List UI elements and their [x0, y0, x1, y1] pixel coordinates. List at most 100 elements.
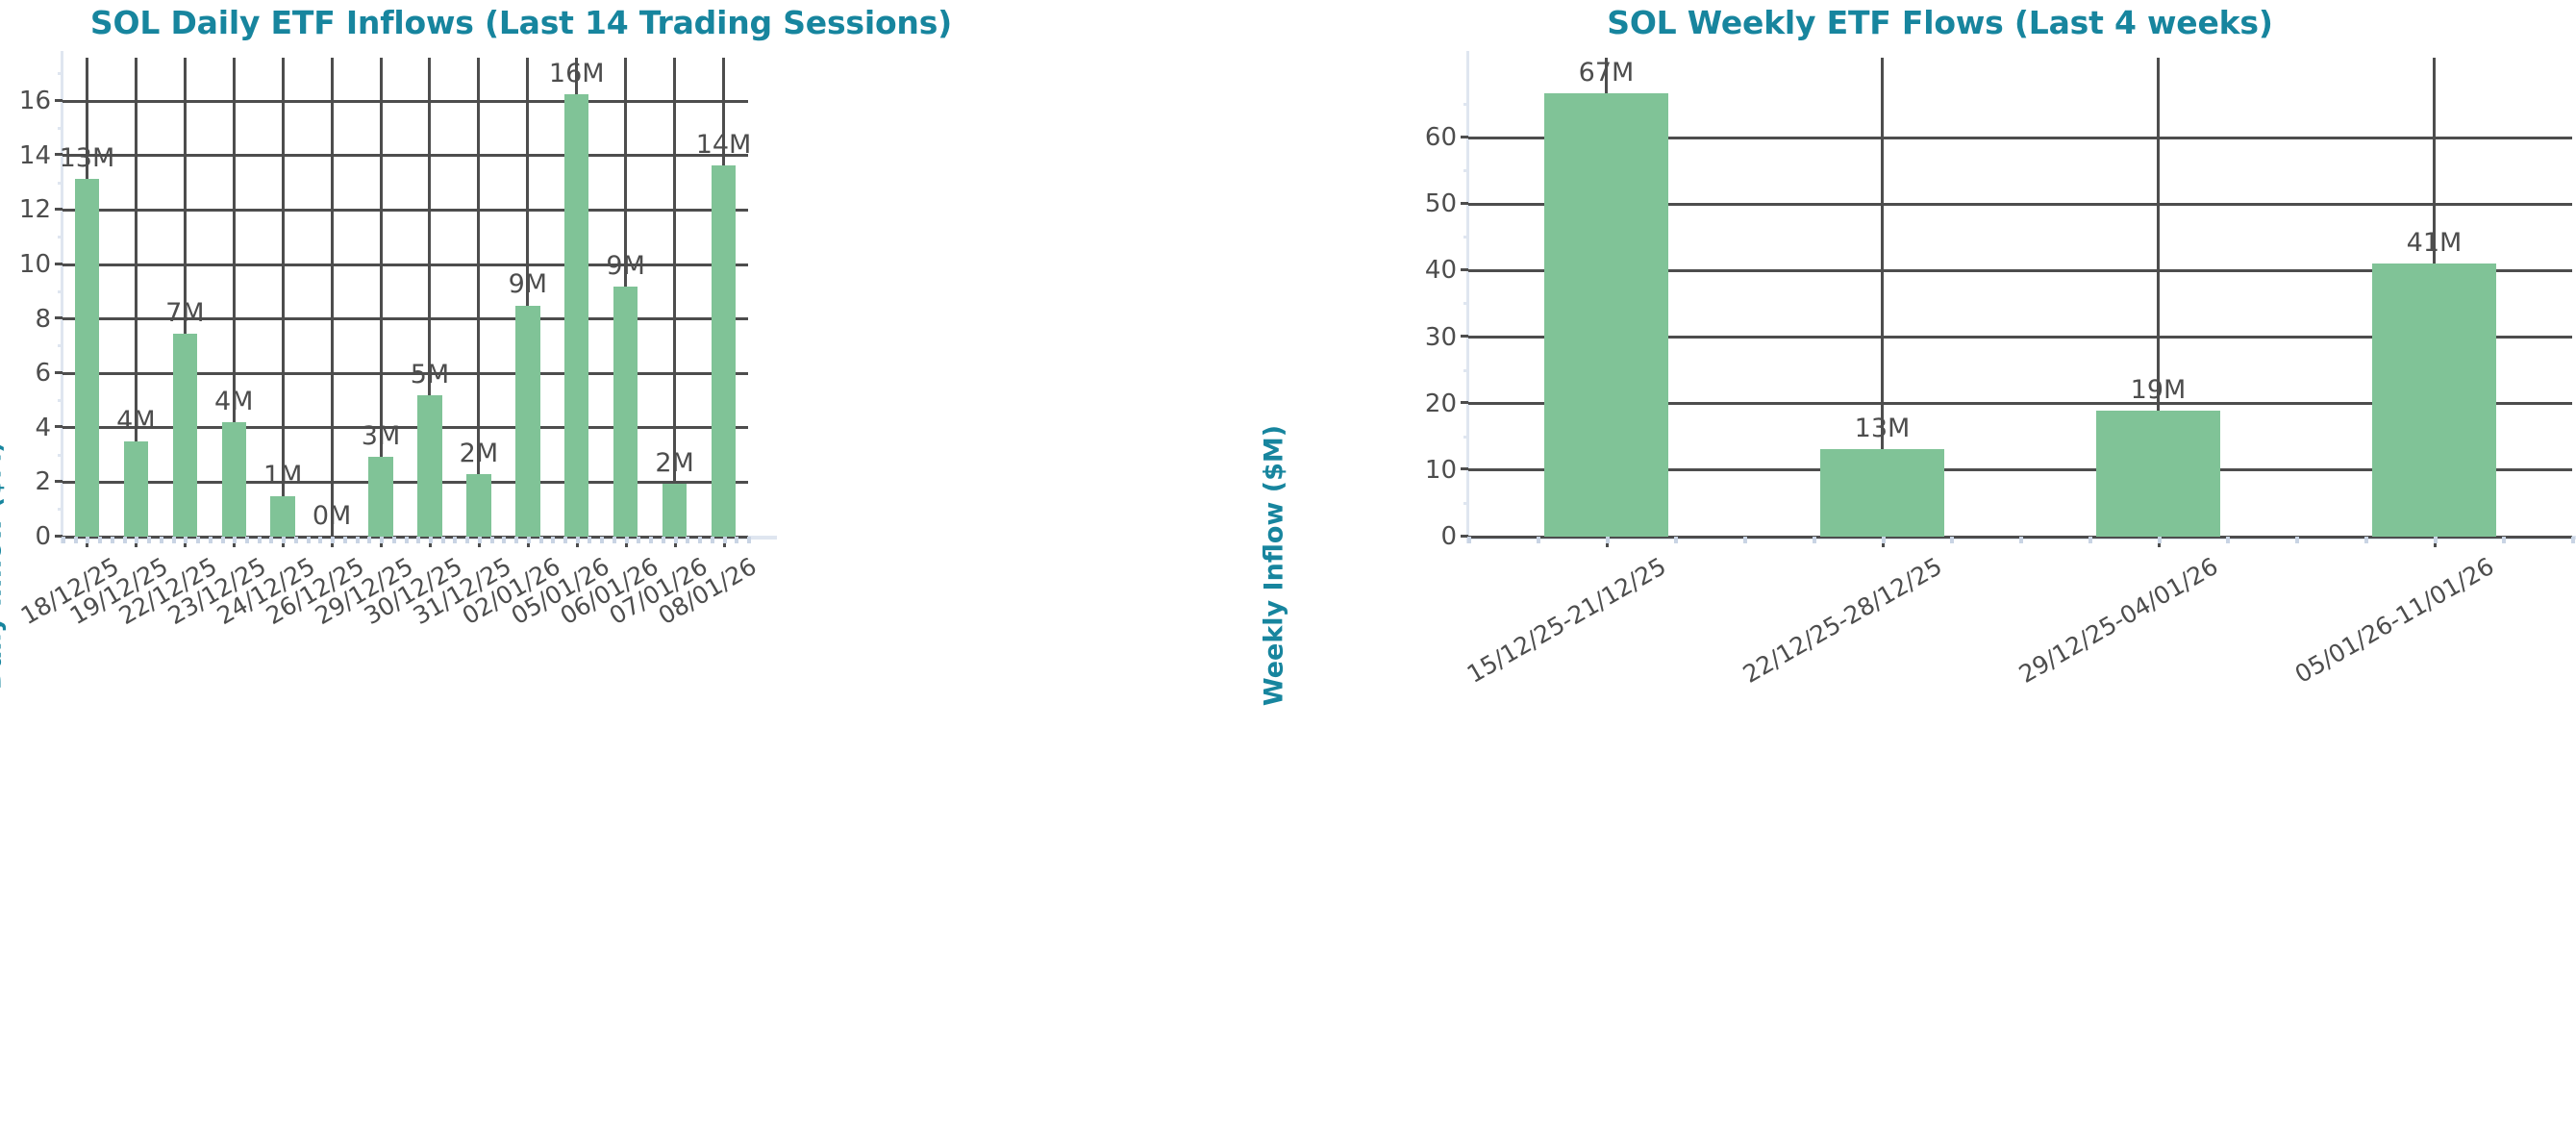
bar-value-label: 1M	[263, 460, 303, 490]
x-minor-tick	[159, 537, 163, 543]
y-tick-mark	[55, 370, 63, 374]
x-minor-tick	[1743, 537, 1747, 543]
y-tick-label: 50	[1424, 189, 1457, 219]
x-minor-tick	[2363, 537, 2368, 543]
gridline-vertical	[183, 58, 187, 537]
x-minor-tick	[2571, 537, 2575, 543]
y-tick-label: 16	[18, 87, 51, 116]
x-minor-tick	[588, 537, 592, 543]
weekly-flows-panel: SOL Weekly ETF Flows (Last 4 weeks) Week…	[1260, 0, 2576, 1130]
x-minor-tick	[404, 537, 409, 543]
y-tick-label: 6	[35, 359, 51, 389]
bar[interactable]	[515, 305, 540, 537]
x-minor-tick	[600, 537, 605, 543]
x-minor-tick	[355, 537, 360, 543]
gridline-horizontal	[63, 317, 748, 321]
y-tick-mark	[55, 153, 63, 157]
bar-value-label: 41M	[2406, 228, 2463, 259]
x-minor-tick	[514, 537, 519, 543]
bar[interactable]	[662, 483, 688, 537]
x-minor-tick	[184, 537, 188, 543]
x-minor-tick	[612, 537, 616, 543]
gridline-horizontal	[63, 480, 748, 484]
x-tick-label: 22/12/25-28/12/25	[1738, 552, 1946, 689]
x-tick-label: 05/01/26-11/01/26	[2289, 552, 2498, 689]
bar-value-label: 5M	[410, 359, 450, 389]
daily-chart-title: SOL Daily ETF Inflows (Last 14 Trading S…	[89, 4, 953, 41]
x-minor-tick	[661, 537, 665, 543]
x-minor-tick	[135, 537, 139, 543]
y-tick-mark	[1461, 135, 1468, 138]
bar[interactable]	[2371, 264, 2497, 537]
gridline-horizontal	[63, 99, 748, 103]
x-minor-tick	[489, 537, 494, 543]
x-minor-tick	[2295, 537, 2299, 543]
bar-value-label: 0M	[312, 501, 352, 531]
x-minor-tick	[1536, 537, 1540, 543]
x-minor-tick	[440, 537, 445, 543]
x-minor-tick	[453, 537, 458, 543]
x-minor-tick	[1467, 537, 1471, 543]
y-tick-label: 60	[1424, 123, 1457, 152]
bar[interactable]	[466, 473, 491, 537]
x-minor-tick	[73, 537, 78, 543]
weekly-chart-title: SOL Weekly ETF Flows (Last 4 weeks)	[1607, 4, 2273, 41]
bar[interactable]	[74, 178, 100, 537]
bar[interactable]	[711, 164, 737, 537]
x-minor-tick	[563, 537, 568, 543]
bar[interactable]	[613, 286, 638, 537]
y-minor-tick	[1463, 102, 1468, 106]
x-minor-tick	[465, 537, 470, 543]
x-minor-tick	[110, 537, 114, 543]
x-minor-tick	[735, 537, 739, 543]
x-minor-tick	[502, 537, 507, 543]
bar[interactable]	[1543, 93, 1669, 537]
bar[interactable]	[2095, 410, 2221, 537]
x-minor-tick	[1605, 537, 1610, 543]
bar[interactable]	[417, 394, 442, 537]
y-tick-mark	[55, 262, 63, 265]
x-minor-tick	[747, 537, 751, 543]
gridline-vertical	[1881, 58, 1884, 537]
x-minor-tick	[147, 537, 152, 543]
daily-plot-area: 0 2 4 6 8 10 12 14 16 13M 18/12/25 4M 19/12/25 7M 22/1…	[16, 51, 777, 630]
gridline-horizontal	[1468, 268, 2572, 272]
x-minor-tick	[196, 537, 201, 543]
bar[interactable]	[221, 422, 246, 537]
x-minor-tick	[575, 537, 580, 543]
x-minor-tick	[673, 537, 678, 543]
y-tick-mark	[55, 425, 63, 429]
bar-value-label: 13M	[59, 142, 115, 173]
y-tick-label: 30	[1424, 322, 1457, 352]
gridline-vertical	[330, 58, 334, 537]
daily-y-axis-title: Daily Inflow ($M)	[0, 440, 8, 690]
x-minor-tick	[171, 537, 176, 543]
bar[interactable]	[564, 94, 589, 537]
x-minor-tick	[416, 537, 421, 543]
x-minor-tick	[1674, 537, 1679, 543]
bar[interactable]	[368, 456, 393, 537]
x-minor-tick	[122, 537, 127, 543]
x-minor-tick	[282, 537, 287, 543]
bar[interactable]	[1819, 448, 1945, 537]
x-minor-tick	[710, 537, 714, 543]
bar[interactable]	[172, 334, 198, 537]
bar-value-label: 14M	[695, 129, 752, 160]
y-minor-tick	[1463, 368, 1468, 372]
x-minor-tick	[318, 537, 323, 543]
x-minor-tick	[2088, 537, 2092, 543]
x-minor-tick	[293, 537, 298, 543]
bar[interactable]	[123, 440, 149, 537]
x-minor-tick	[538, 537, 543, 543]
x-minor-tick	[380, 537, 385, 543]
y-minor-tick	[1463, 501, 1468, 505]
x-minor-tick	[551, 537, 556, 543]
gridline-vertical	[428, 58, 432, 537]
gridline-vertical	[673, 58, 677, 537]
y-tick-label: 4	[35, 413, 51, 442]
bar[interactable]	[270, 495, 295, 537]
x-minor-tick	[637, 537, 641, 543]
y-tick-mark	[1461, 335, 1468, 338]
y-tick-label: 12	[18, 195, 51, 225]
